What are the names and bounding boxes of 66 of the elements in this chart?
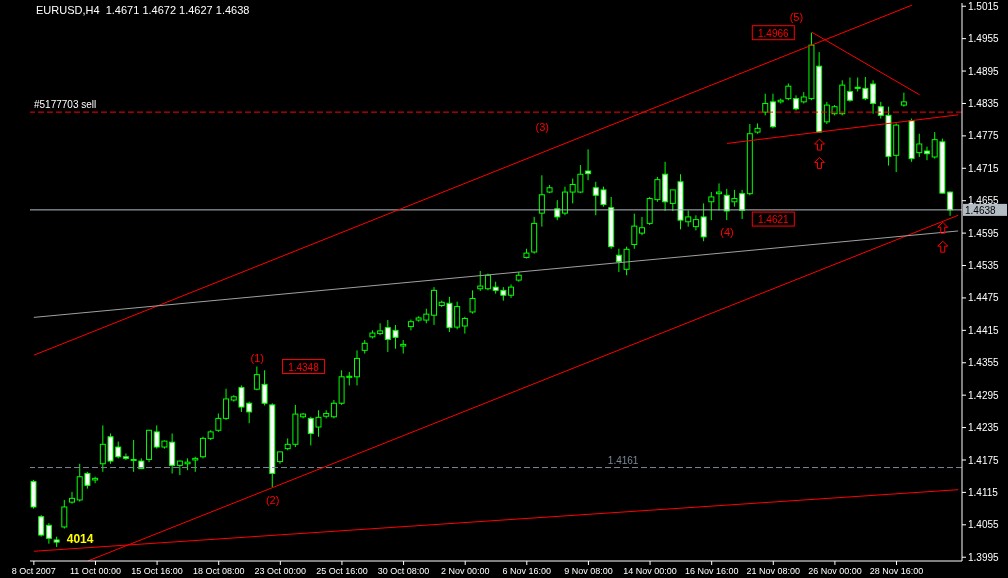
x-tick-label: 30 Oct 08:00 (377, 566, 430, 576)
y-tick-label: 1.4355 (968, 357, 1000, 369)
candlestick (900, 92, 907, 108)
annotation: 1.4966 (757, 27, 790, 39)
ref-line-label: #5177703 sell (34, 99, 97, 111)
y-tick-label: 1.3995 (968, 551, 1000, 563)
ref-line-label: 1.4161 (607, 454, 639, 466)
y-tick-label: 1.4715 (968, 162, 1000, 174)
y-tick-label: 1.4115 (968, 486, 999, 498)
candlestick (716, 182, 723, 211)
x-tick-label: 25 Oct 16:00 (316, 566, 368, 576)
y-tick-label: 1.4475 (968, 292, 1000, 304)
candlestick (846, 77, 853, 103)
x-tick-label: 11 Oct 00:00 (70, 566, 121, 576)
candlestick (199, 436, 206, 459)
annotation: 4014 (66, 531, 94, 546)
candlestick (354, 349, 360, 386)
y-tick-label: 1.4895 (968, 65, 1000, 77)
x-tick-label: 21 Nov 08:00 (746, 566, 801, 576)
annotation: 1.4621 (757, 214, 790, 226)
candlestick (639, 216, 645, 236)
candlestick (538, 174, 545, 228)
y-tick-label: 1.4955 (968, 33, 1000, 45)
annotation: (3) (535, 121, 549, 134)
candlestick (61, 499, 68, 530)
candlestick (38, 514, 45, 538)
annotation: 1.4348 (288, 361, 320, 373)
y-tick-label: 1.5015 (968, 0, 1000, 12)
y-tick-label: 1.4655 (968, 195, 1000, 207)
candlestick (469, 289, 476, 315)
candlestick (923, 146, 930, 161)
x-tick-label: 18 Oct 08:00 (192, 566, 245, 576)
y-tick-label: 1.4055 (968, 519, 1000, 531)
annotation: (2) (265, 493, 280, 506)
annotation: (1) (250, 352, 264, 365)
x-tick-label: 9 Nov 08:00 (564, 566, 613, 576)
x-tick-label: 15 Oct 16:00 (131, 566, 183, 576)
x-tick-label: 23 Oct 00:00 (254, 566, 307, 576)
x-tick-label: 16 Nov 16:00 (684, 566, 739, 576)
candlestick (708, 191, 715, 221)
y-tick-label: 1.4295 (968, 389, 1000, 401)
x-tick-label: 26 Nov 00:00 (808, 566, 862, 576)
y-tick-label: 1.4595 (968, 227, 1000, 239)
x-tick-label: 14 Nov 00:00 (623, 566, 677, 576)
x-tick-label: 2 Nov 00:00 (440, 566, 490, 576)
candlestick (631, 213, 638, 250)
candlestick (585, 148, 592, 181)
annotation: (5) (789, 11, 804, 24)
y-tick-label: 1.4175 (968, 454, 1000, 466)
y-tick-label: 1.4835 (968, 98, 1000, 110)
candlestick (122, 453, 129, 461)
candlestick (762, 93, 769, 116)
y-tick-label: 1.4535 (968, 260, 1000, 272)
y-tick-label: 1.4415 (968, 324, 1000, 336)
x-tick-label: 28 Nov 16:00 (869, 566, 924, 576)
chart-title: EURUSD,H4 1.4671 1.4672 1.4627 1.4638 (36, 4, 250, 16)
y-tick-label: 1.4775 (968, 130, 1000, 142)
candlestick (45, 522, 52, 545)
x-tick-label: 8 Oct 2007 (11, 566, 56, 576)
candlestick (561, 186, 568, 216)
y-tick-label: 1.4235 (968, 422, 1000, 434)
candlestick (477, 270, 484, 292)
ref-line-label: 1.4638 (965, 204, 997, 216)
candlestick (69, 491, 76, 505)
annotation: (4) (720, 226, 734, 239)
x-tick-label: 6 Nov 16:00 (502, 566, 552, 576)
